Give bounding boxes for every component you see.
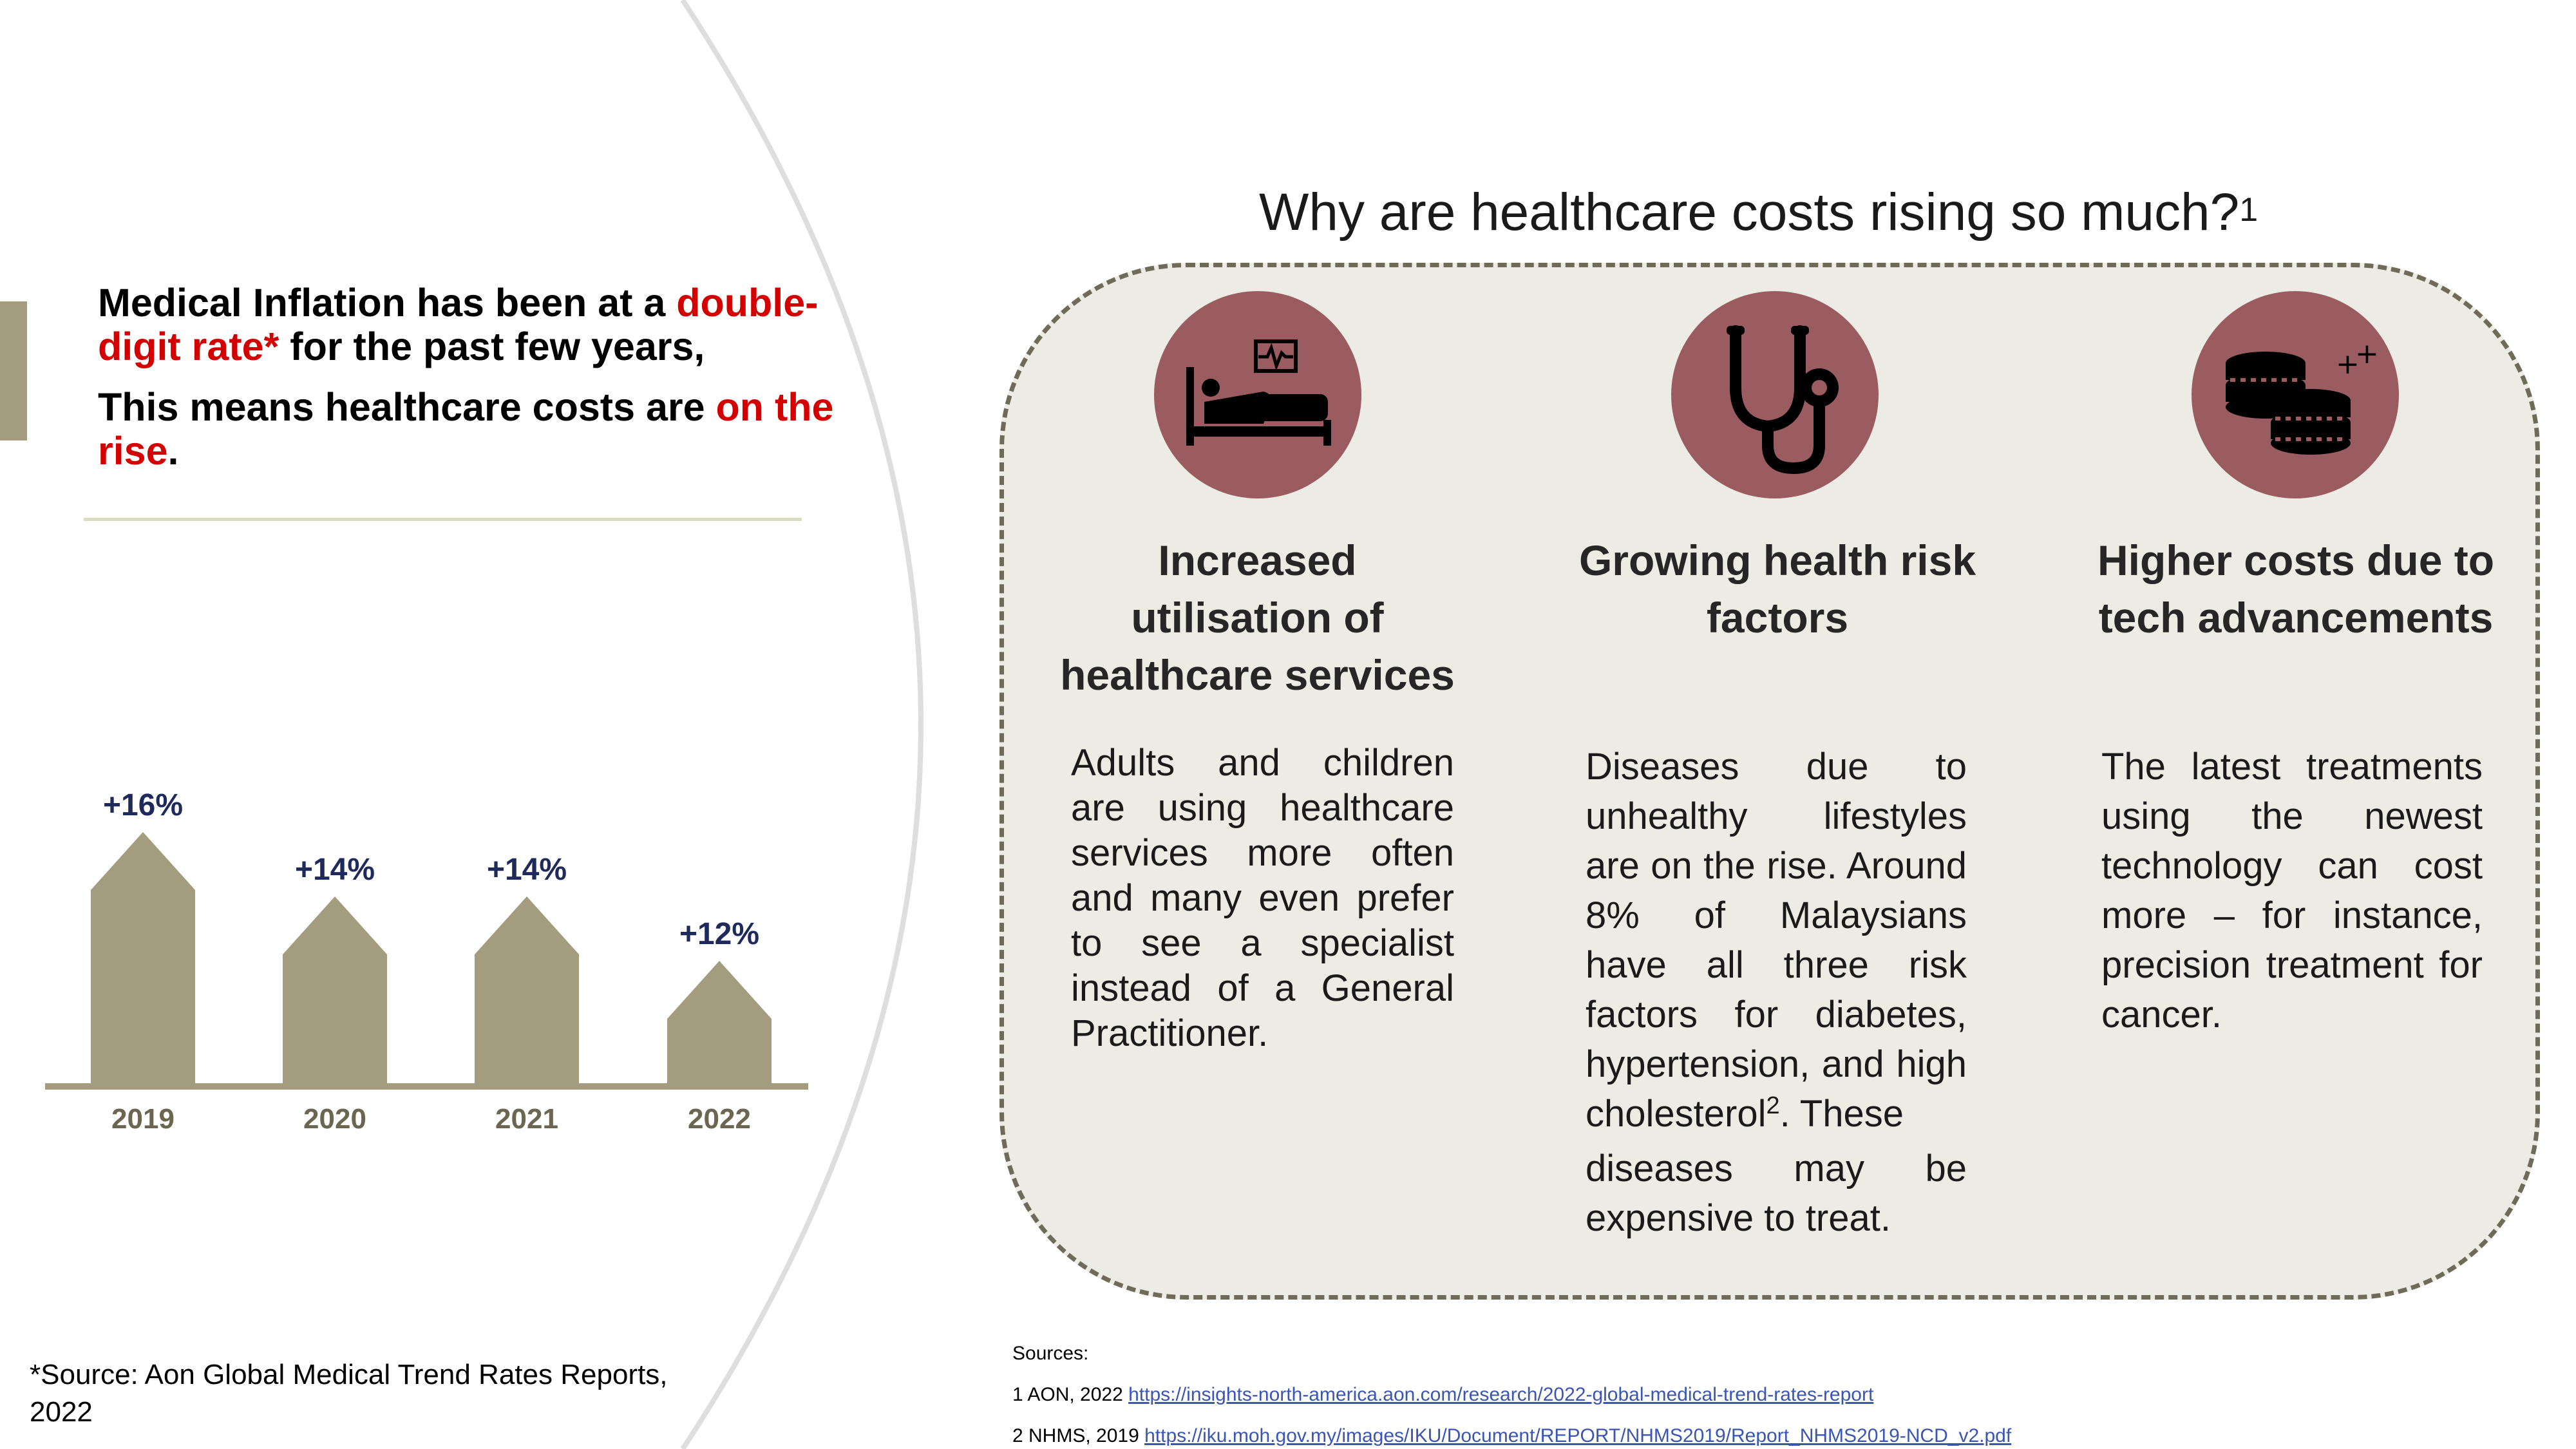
factor-body-2: Diseases due to unhealthy lifestyles are… [1586,746,1967,1239]
category-label-2020: 2020 [303,1103,366,1135]
factor-title-2: Growing health risk factors [1578,536,1976,641]
category-label-2022: 2022 [688,1103,751,1135]
svg-text:+: + [2336,348,2360,381]
source-item-2: 2 NHMS, 2019 https://iku.moh.gov.my/imag… [1012,1425,2012,1446]
headline-highlight-2: on the rise [98,385,834,473]
factor-body-2-ref-line: cholesterol2. These [1586,1092,1904,1135]
factor-icon-circle-1 [1154,291,1361,498]
bar-2022 [667,961,772,1083]
bar-2019 [91,832,195,1083]
body-ref: 2 [1766,1092,1780,1119]
bar-value-label-2019: +16% [103,788,183,822]
hospital-bed-icon [1186,339,1331,446]
bar-value-label-2020: +14% [295,853,375,887]
source-link-1[interactable]: https://insights-north-america.aon.com/r… [1128,1384,1874,1405]
factor-icon-circle-3: + + [2192,291,2399,498]
inflation-bar-chart: +16% 2019 +14% 2020 +14% 2021 +12% 2022 [45,788,808,1135]
factor-icon-circle-2 [1671,291,1879,498]
headline-line-2: This means healthcare costs are on the r… [98,385,834,473]
factor-title-1: Increased utilisation of healthcare serv… [1060,536,1455,699]
svg-text:+: + [2355,337,2379,370]
category-label-2021: 2021 [495,1103,558,1135]
factor-body-3: The latest treatments using the newest t… [2101,746,2483,1036]
decorative-arc [680,0,923,1449]
headline-highlight-1: double-digit rate* [98,281,819,368]
factor-body-1: Adults and children are using healthcare… [1071,742,1454,1054]
chart-baseline [45,1083,808,1090]
question-ref: 1 [2239,191,2259,229]
source-note: *Source: Aon Global Medical Trend Rates … [30,1359,668,1428]
stethoscope-icon [1727,325,1839,475]
headline-divider [84,518,802,521]
accent-side-bar [0,301,27,440]
bar-2021 [475,896,579,1083]
bar-value-label-2021: +14% [487,853,567,887]
bar-value-label-2022: +12% [679,917,759,951]
headline: Medical Inflation has been at a double-d… [98,281,890,473]
factor-title-3: Higher costs due to tech advancements [2097,536,2495,641]
source-item-1: 1 AON, 2022 https://insights-north-ameri… [1012,1384,1874,1405]
sources-label: Sources: [1012,1343,1089,1364]
source-link-2[interactable]: https://iku.moh.gov.my/images/IKU/Docume… [1144,1425,2012,1446]
section-question: Why are healthcare costs rising so much?… [1259,183,2259,242]
category-label-2019: 2019 [111,1103,175,1135]
coin-stack-icon: + + [2226,337,2379,455]
headline-line-1: Medical Inflation has been at a double-d… [98,281,819,368]
bar-2020 [283,896,387,1083]
